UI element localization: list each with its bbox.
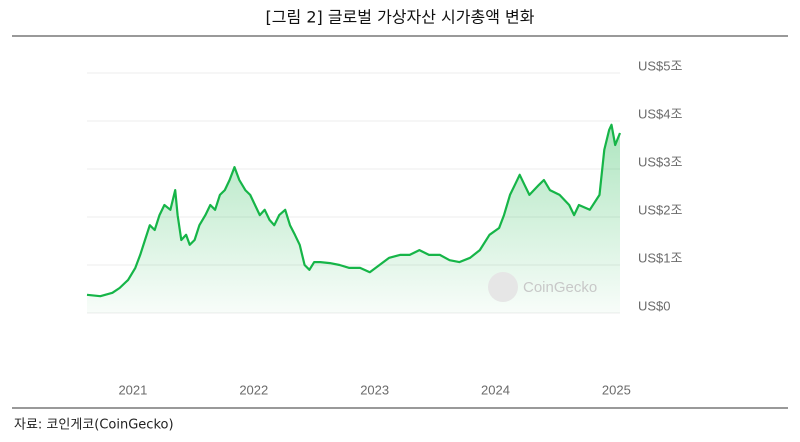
x-tick-label: 2023: [360, 382, 389, 397]
y-tick-label: US$2조: [638, 202, 683, 217]
watermark-logo: [488, 272, 518, 302]
line: [86, 123, 622, 298]
y-tick-label: US$1조: [638, 250, 683, 265]
x-tick-label: 2025: [602, 382, 631, 397]
chart-title: [그림 2] 글로벌 가상자산 시가총액 변화: [266, 8, 535, 27]
watermark: CoinGecko: [523, 279, 597, 296]
x-tick-label: 2024: [481, 382, 510, 397]
x-tick-label: 2022: [239, 382, 268, 397]
watermark-group: CoinGecko: [488, 272, 597, 302]
y-tick-label: US$5조: [638, 58, 683, 73]
area: [87, 124, 620, 313]
y-tick-label: US$0: [638, 298, 671, 313]
y-tick-label: US$4조: [638, 106, 683, 121]
source-note: 자료: 코인게코(CoinGecko): [14, 418, 174, 433]
x-tick-label: 2021: [118, 382, 147, 397]
y-tick-label: US$3조: [638, 154, 683, 169]
